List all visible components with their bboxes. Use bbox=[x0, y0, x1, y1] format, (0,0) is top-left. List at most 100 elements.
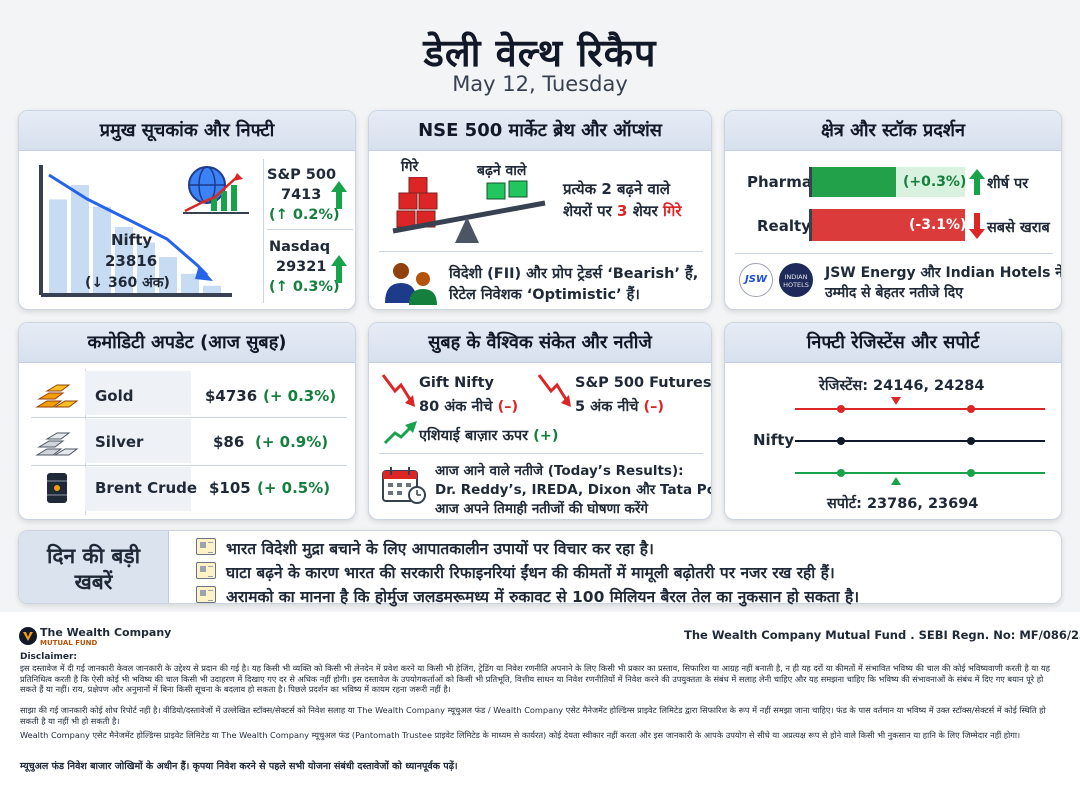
commodity-card: कमोडिटी अपडेट (आज सुबह) Gold $4736 (+ 0.… bbox=[18, 322, 356, 520]
newspaper-icon bbox=[196, 538, 216, 555]
news-heading-line2: खबरें bbox=[74, 570, 113, 594]
brent-name: Brent Crude bbox=[95, 479, 198, 497]
nifty-trend-bar bbox=[137, 242, 155, 293]
sp-futures-label: S&P 500 Futures bbox=[575, 375, 712, 391]
disclaimer-p3: Wealth Company एसेट मैनेजमेंट होल्डिंग्स… bbox=[20, 730, 1021, 740]
gold-change: (+ 0.3%) bbox=[263, 387, 337, 405]
nifty-trend-bar bbox=[159, 257, 177, 293]
ratio-fall: गिरे bbox=[663, 202, 682, 220]
sp500-label: S&P 500 bbox=[267, 167, 337, 183]
gift-nifty-detail-text: 80 अंक नीचे bbox=[419, 399, 493, 415]
disclaimer-p1: इस दस्तावेज में दी गई जानकारी केवल जानका… bbox=[20, 663, 1050, 694]
newspaper-icon bbox=[196, 562, 216, 579]
indices-card: प्रमुख सूचकांक और निफ्टी Nifty 23816 (↓ … bbox=[18, 110, 356, 310]
sebi-regn: The Wealth Company Mutual Fund . SEBI Re… bbox=[684, 628, 1080, 642]
risk-line: म्यूचुअल फंड निवेश बाजार जोखिमों के अधीन… bbox=[20, 761, 458, 772]
seesaw-icon bbox=[392, 177, 546, 243]
disclaimer-title: Disclaimer: bbox=[20, 652, 78, 662]
logo-line1: The Wealth Company bbox=[40, 626, 172, 639]
silver-bars-icon bbox=[35, 432, 79, 456]
realty-down-arrow-icon bbox=[969, 213, 985, 239]
gift-nifty-detail: 80 अंक नीचे (–) bbox=[419, 396, 518, 416]
realty-bar bbox=[809, 209, 965, 241]
pharma-bar-fill bbox=[812, 167, 896, 197]
news-card: दिन की बड़ी खबरें bbox=[18, 530, 1062, 604]
realty-tag: सबसे खराब bbox=[987, 220, 1050, 236]
nifty-trend-bar bbox=[115, 227, 133, 293]
commodity-heading: कमोडिटी अपडेट (आज सुबह) bbox=[19, 323, 355, 363]
gold-bars-icon bbox=[35, 384, 79, 408]
ratio-line2: शेयरों पर 3 शेयर गिरे bbox=[563, 201, 681, 221]
jsw-logo-text: JSW bbox=[745, 274, 767, 285]
resistance-label: रेजिस्टेंस: 24146, 24284 bbox=[819, 378, 985, 394]
global-heading: सुबह के वैश्विक संकेत और नतीजे bbox=[369, 323, 711, 363]
nifty-label: Nifty bbox=[111, 231, 153, 249]
sector-card: क्षेत्र और स्टॉक प्रदर्शन Pharma (+0.3%)… bbox=[724, 110, 1062, 310]
asia-sign: (+) bbox=[533, 428, 559, 444]
support-label: सपोर्ट: 23786, 23694 bbox=[827, 496, 979, 512]
indian-hotels-logo: INDIAN HOTELS bbox=[779, 263, 813, 297]
levels-diagram bbox=[795, 397, 1045, 485]
nifty-trend-bar bbox=[181, 273, 199, 293]
sentiment-line2: रिटेल निवेशक ‘Optimistic’ हैं। bbox=[449, 287, 640, 303]
results-line1: आज आने वाले नतीजे (Today’s Results): bbox=[435, 463, 684, 479]
nifty-change: (↓ 360 अंक) bbox=[85, 275, 170, 291]
levels-nifty-label: Nifty bbox=[753, 431, 795, 449]
sector-heading: क्षेत्र और स्टॉक प्रदर्शन bbox=[725, 111, 1061, 151]
pharma-tag: शीर्ष पर bbox=[987, 176, 1029, 192]
asia-label-text: एशियाई बाज़ार ऊपर bbox=[419, 428, 529, 444]
footer bbox=[0, 612, 1080, 785]
jsw-logo: JSW bbox=[739, 263, 773, 297]
news-item: भारत विदेशी मुद्रा बचाने के लिए आपातकाली… bbox=[226, 540, 654, 558]
news-heading-box: दिन की बड़ी खबरें bbox=[19, 531, 169, 603]
sp-futures-detail: 5 अंक नीचे (–) bbox=[575, 396, 664, 416]
pharma-up-arrow-icon bbox=[969, 169, 985, 195]
gift-nifty-sign: (–) bbox=[497, 399, 519, 415]
news-item: अरामको का मानना है कि होर्मुज जलडमरूमध्य… bbox=[226, 588, 860, 606]
nifty-trend-bar bbox=[71, 185, 89, 293]
page-title: डेली वेल्थ रिकैप bbox=[423, 31, 657, 75]
calendar-icon bbox=[382, 467, 426, 504]
asia-label: एशियाई बाज़ार ऊपर (+) bbox=[419, 425, 559, 445]
oil-barrel-icon bbox=[47, 473, 67, 503]
nifty-trend-bar bbox=[203, 285, 221, 293]
logo-line2: MUTUAL FUND bbox=[40, 639, 98, 647]
sp500-value: 7413 bbox=[281, 187, 322, 203]
ratio-text-a: शेयरों पर bbox=[563, 202, 612, 220]
sentiment-line1: विदेशी (FII) और प्रोप ट्रेडर्स ‘Bearish’… bbox=[449, 266, 699, 282]
pharma-value: (+0.3%) bbox=[903, 174, 967, 190]
nifty-trend-chart bbox=[39, 165, 232, 297]
silver-change: (+ 0.9%) bbox=[255, 433, 329, 451]
sp500-change: (↑ 0.2%) bbox=[269, 207, 340, 223]
gold-price: $4736 bbox=[205, 387, 258, 405]
risen-label: बढ़ने वाले bbox=[477, 163, 527, 179]
nifty-value: 23816 bbox=[105, 252, 158, 270]
asia-up-icon bbox=[383, 421, 417, 445]
globe-chart-icon bbox=[183, 166, 249, 214]
sp-futures-detail-text: 5 अंक नीचे bbox=[575, 399, 639, 415]
brent-price: $105 bbox=[209, 479, 251, 497]
ratio-number: 3 bbox=[617, 202, 628, 220]
newspaper-icon bbox=[196, 586, 216, 603]
nifty-trend-bar bbox=[49, 199, 67, 293]
traders-icon bbox=[385, 263, 437, 305]
nifty-trend-bar bbox=[93, 206, 111, 293]
sp-futures-sign: (–) bbox=[643, 399, 664, 415]
indian-hotels-logo-line1: INDIAN bbox=[784, 273, 808, 281]
global-card: सुबह के वैश्विक संकेत और नतीजे Gift Nift… bbox=[368, 322, 712, 520]
sp-futures-down-icon bbox=[537, 374, 571, 407]
results-line2: Dr. Reddy’s, IREDA, Dixon और Tata Power bbox=[435, 482, 711, 498]
gift-nifty-label: Gift Nifty bbox=[419, 375, 494, 391]
ratio-text-b: शेयर bbox=[632, 202, 658, 220]
results-line3: आज अपने तिमाही नतीजों की घोषणा करेंगे bbox=[435, 501, 649, 517]
silver-price: $86 bbox=[213, 433, 245, 451]
news-heading-line1: दिन की बड़ी bbox=[46, 544, 141, 568]
breadth-card: NSE 500 मार्केट ब्रेथ और ऑप्शंस गिरे बढ़… bbox=[368, 110, 712, 310]
page-date: May 12, Tuesday bbox=[452, 72, 628, 96]
nasdaq-change: (↑ 0.3%) bbox=[269, 279, 340, 295]
nasdaq-value: 29321 bbox=[276, 259, 327, 275]
news-item: घाटा बढ़ने के कारण भारत की सरकारी रिफाइन… bbox=[226, 564, 835, 582]
sector-note-line1: JSW Energy और Indian Hotels ने bbox=[825, 265, 1062, 281]
gold-name: Gold bbox=[95, 387, 134, 405]
gift-nifty-down-icon bbox=[381, 374, 415, 407]
